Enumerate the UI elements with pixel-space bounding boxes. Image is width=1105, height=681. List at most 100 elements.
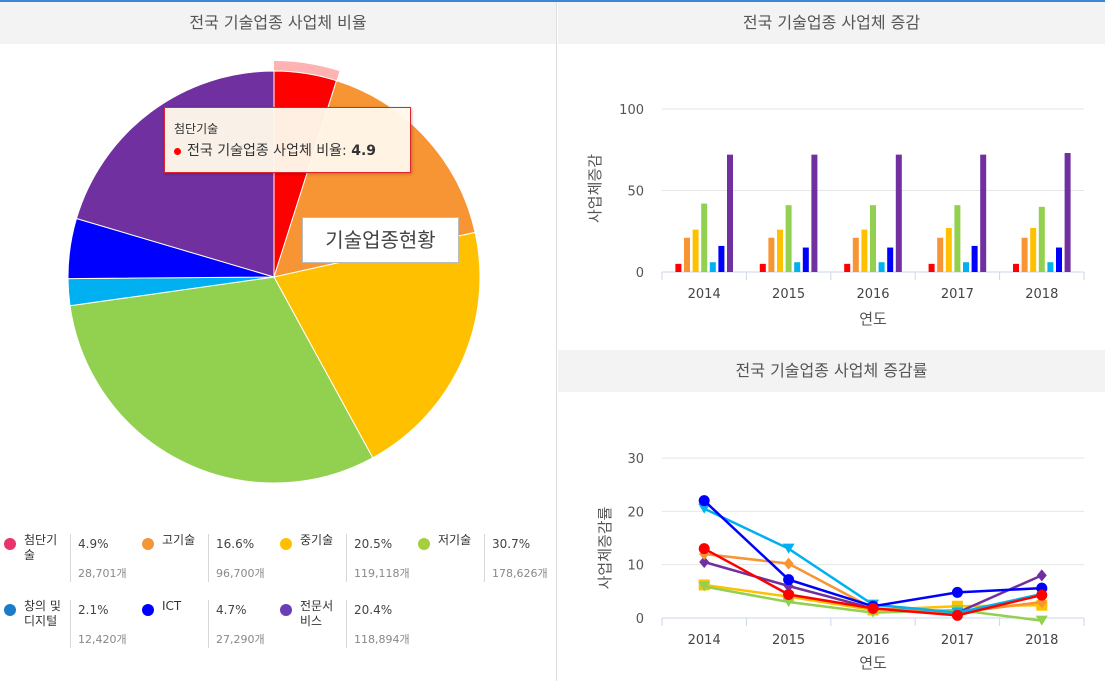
bar[interactable] (794, 262, 801, 272)
line-point[interactable] (698, 495, 710, 507)
bar[interactable] (937, 237, 944, 272)
line-point[interactable] (698, 503, 711, 514)
bar[interactable] (684, 237, 690, 272)
bar[interactable] (1021, 237, 1028, 272)
bar[interactable] (844, 263, 851, 272)
legend-divider (346, 600, 347, 648)
bar-x-tick-label: 2015 (772, 287, 805, 302)
line-y-tick-label: 20 (627, 505, 644, 520)
legend-dot (4, 538, 16, 550)
bar[interactable] (861, 229, 868, 272)
legend-count: 28,701개 (78, 567, 127, 580)
pie-slice[interactable] (69, 276, 374, 484)
bar-y-tick-label: 0 (636, 266, 644, 281)
bar[interactable] (870, 205, 876, 272)
bar-x-axis-title: 연도 (859, 310, 887, 328)
line-chart[interactable]: 0 10 20 30 2014 2015 2016 2017 2018 연도 사업체증감률 (558, 350, 1105, 681)
tooltip-value: 4.9 (351, 143, 377, 159)
bar[interactable] (811, 154, 818, 272)
pie-center-label: 기술업종현황 (302, 217, 459, 263)
bar[interactable] (718, 245, 725, 272)
legend-dot (418, 538, 430, 550)
legend-item[interactable]: 저기술 30.7% 178,626개 (414, 530, 552, 586)
bar[interactable] (928, 263, 935, 272)
line-point[interactable] (698, 543, 710, 555)
line-point[interactable] (698, 581, 711, 592)
bar[interactable] (802, 247, 809, 272)
legend-dot (280, 604, 292, 616)
legend-item[interactable]: 창의 및 디지털 2.1% 12,420개 (0, 596, 138, 652)
legend-percent: 30.7% (492, 537, 531, 551)
bar-y-axis-title: 사업체증감 (586, 154, 604, 223)
bar[interactable] (878, 262, 885, 272)
bar[interactable] (1038, 206, 1045, 272)
bar-title: 전국 기술업종 사업체 증감 (558, 2, 1105, 44)
bar[interactable] (692, 229, 699, 272)
bar[interactable] (785, 205, 792, 272)
legend-divider (70, 600, 71, 648)
bar-x-tick-label: 2014 (688, 287, 721, 302)
legend-percent: 4.7% (216, 603, 247, 617)
bar[interactable] (1030, 227, 1037, 272)
legend-divider (346, 534, 347, 582)
bar[interactable] (852, 237, 859, 272)
legend-count: 178,626개 (492, 567, 548, 580)
legend-divider (70, 534, 71, 582)
bar[interactable] (709, 262, 716, 272)
bar[interactable] (701, 203, 708, 272)
pie-chart[interactable] (0, 2, 556, 484)
legend-item[interactable]: 첨단기술 4.9% 28,701개 (0, 530, 138, 586)
legend-count: 12,420개 (78, 633, 127, 646)
legend-item[interactable]: 고기술 16.6% 96,700개 (138, 530, 276, 586)
pie-slice[interactable] (273, 231, 481, 459)
bar[interactable] (895, 154, 902, 272)
bar[interactable] (971, 245, 978, 272)
bar[interactable] (768, 237, 775, 272)
legend-dot (4, 604, 16, 616)
line-point[interactable] (699, 556, 710, 568)
legend-count: 27,290개 (216, 633, 265, 646)
bar[interactable] (777, 229, 783, 272)
line-point[interactable] (951, 586, 963, 598)
bar-x-tick-label: 2016 (856, 287, 889, 302)
legend-item[interactable]: 중기술 20.5% 119,118개 (276, 530, 414, 586)
line-point[interactable] (783, 557, 794, 570)
bar[interactable] (1056, 247, 1062, 272)
line-point[interactable] (783, 574, 795, 586)
bar[interactable] (954, 205, 961, 272)
legend-item[interactable]: 전문서비스 20.4% 118,894개 (276, 596, 414, 652)
bar-x-tick-label: 2017 (941, 287, 974, 302)
bar[interactable] (675, 263, 682, 272)
line-point[interactable] (1035, 615, 1048, 626)
legend-name: 창의 및 디지털 (24, 599, 61, 628)
line-point[interactable] (782, 597, 795, 607)
line-point[interactable] (1036, 569, 1047, 582)
line-point[interactable] (782, 543, 795, 554)
bar-y-tick-label: 100 (619, 103, 644, 118)
bar[interactable] (963, 262, 969, 272)
line-series (703, 499, 1042, 608)
bar[interactable] (1013, 263, 1019, 272)
bar[interactable] (759, 263, 766, 272)
legend-dot (142, 538, 154, 550)
legend-percent: 20.5% (354, 537, 393, 551)
legend-name: 전문서비스 (300, 599, 334, 628)
line-point[interactable] (1036, 589, 1048, 601)
legend-dot (142, 604, 154, 616)
top-accent-line (0, 0, 1105, 2)
line-point[interactable] (783, 589, 795, 601)
bar[interactable] (727, 154, 733, 272)
legend-item[interactable]: ICT 4.7% 27,290개 (138, 596, 276, 652)
bar[interactable] (945, 227, 952, 272)
bar[interactable] (887, 247, 894, 272)
legend-divider (208, 534, 209, 582)
pie-panel: 전국 기술업종 사업체 비율 첨단기술 전국 기술업종 사업체 비율: 4.9 … (0, 2, 557, 681)
tooltip-dot (174, 147, 181, 155)
bar-chart[interactable]: 0 50 100 2014 2015 2016 2017 2018 연도 사업체증감 (558, 2, 1105, 348)
bar[interactable] (980, 154, 987, 272)
bar[interactable] (1064, 153, 1071, 272)
bar-x-tick-label: 2018 (1025, 287, 1058, 302)
line-point[interactable] (867, 602, 879, 614)
line-point[interactable] (951, 609, 963, 621)
bar[interactable] (1047, 262, 1054, 272)
